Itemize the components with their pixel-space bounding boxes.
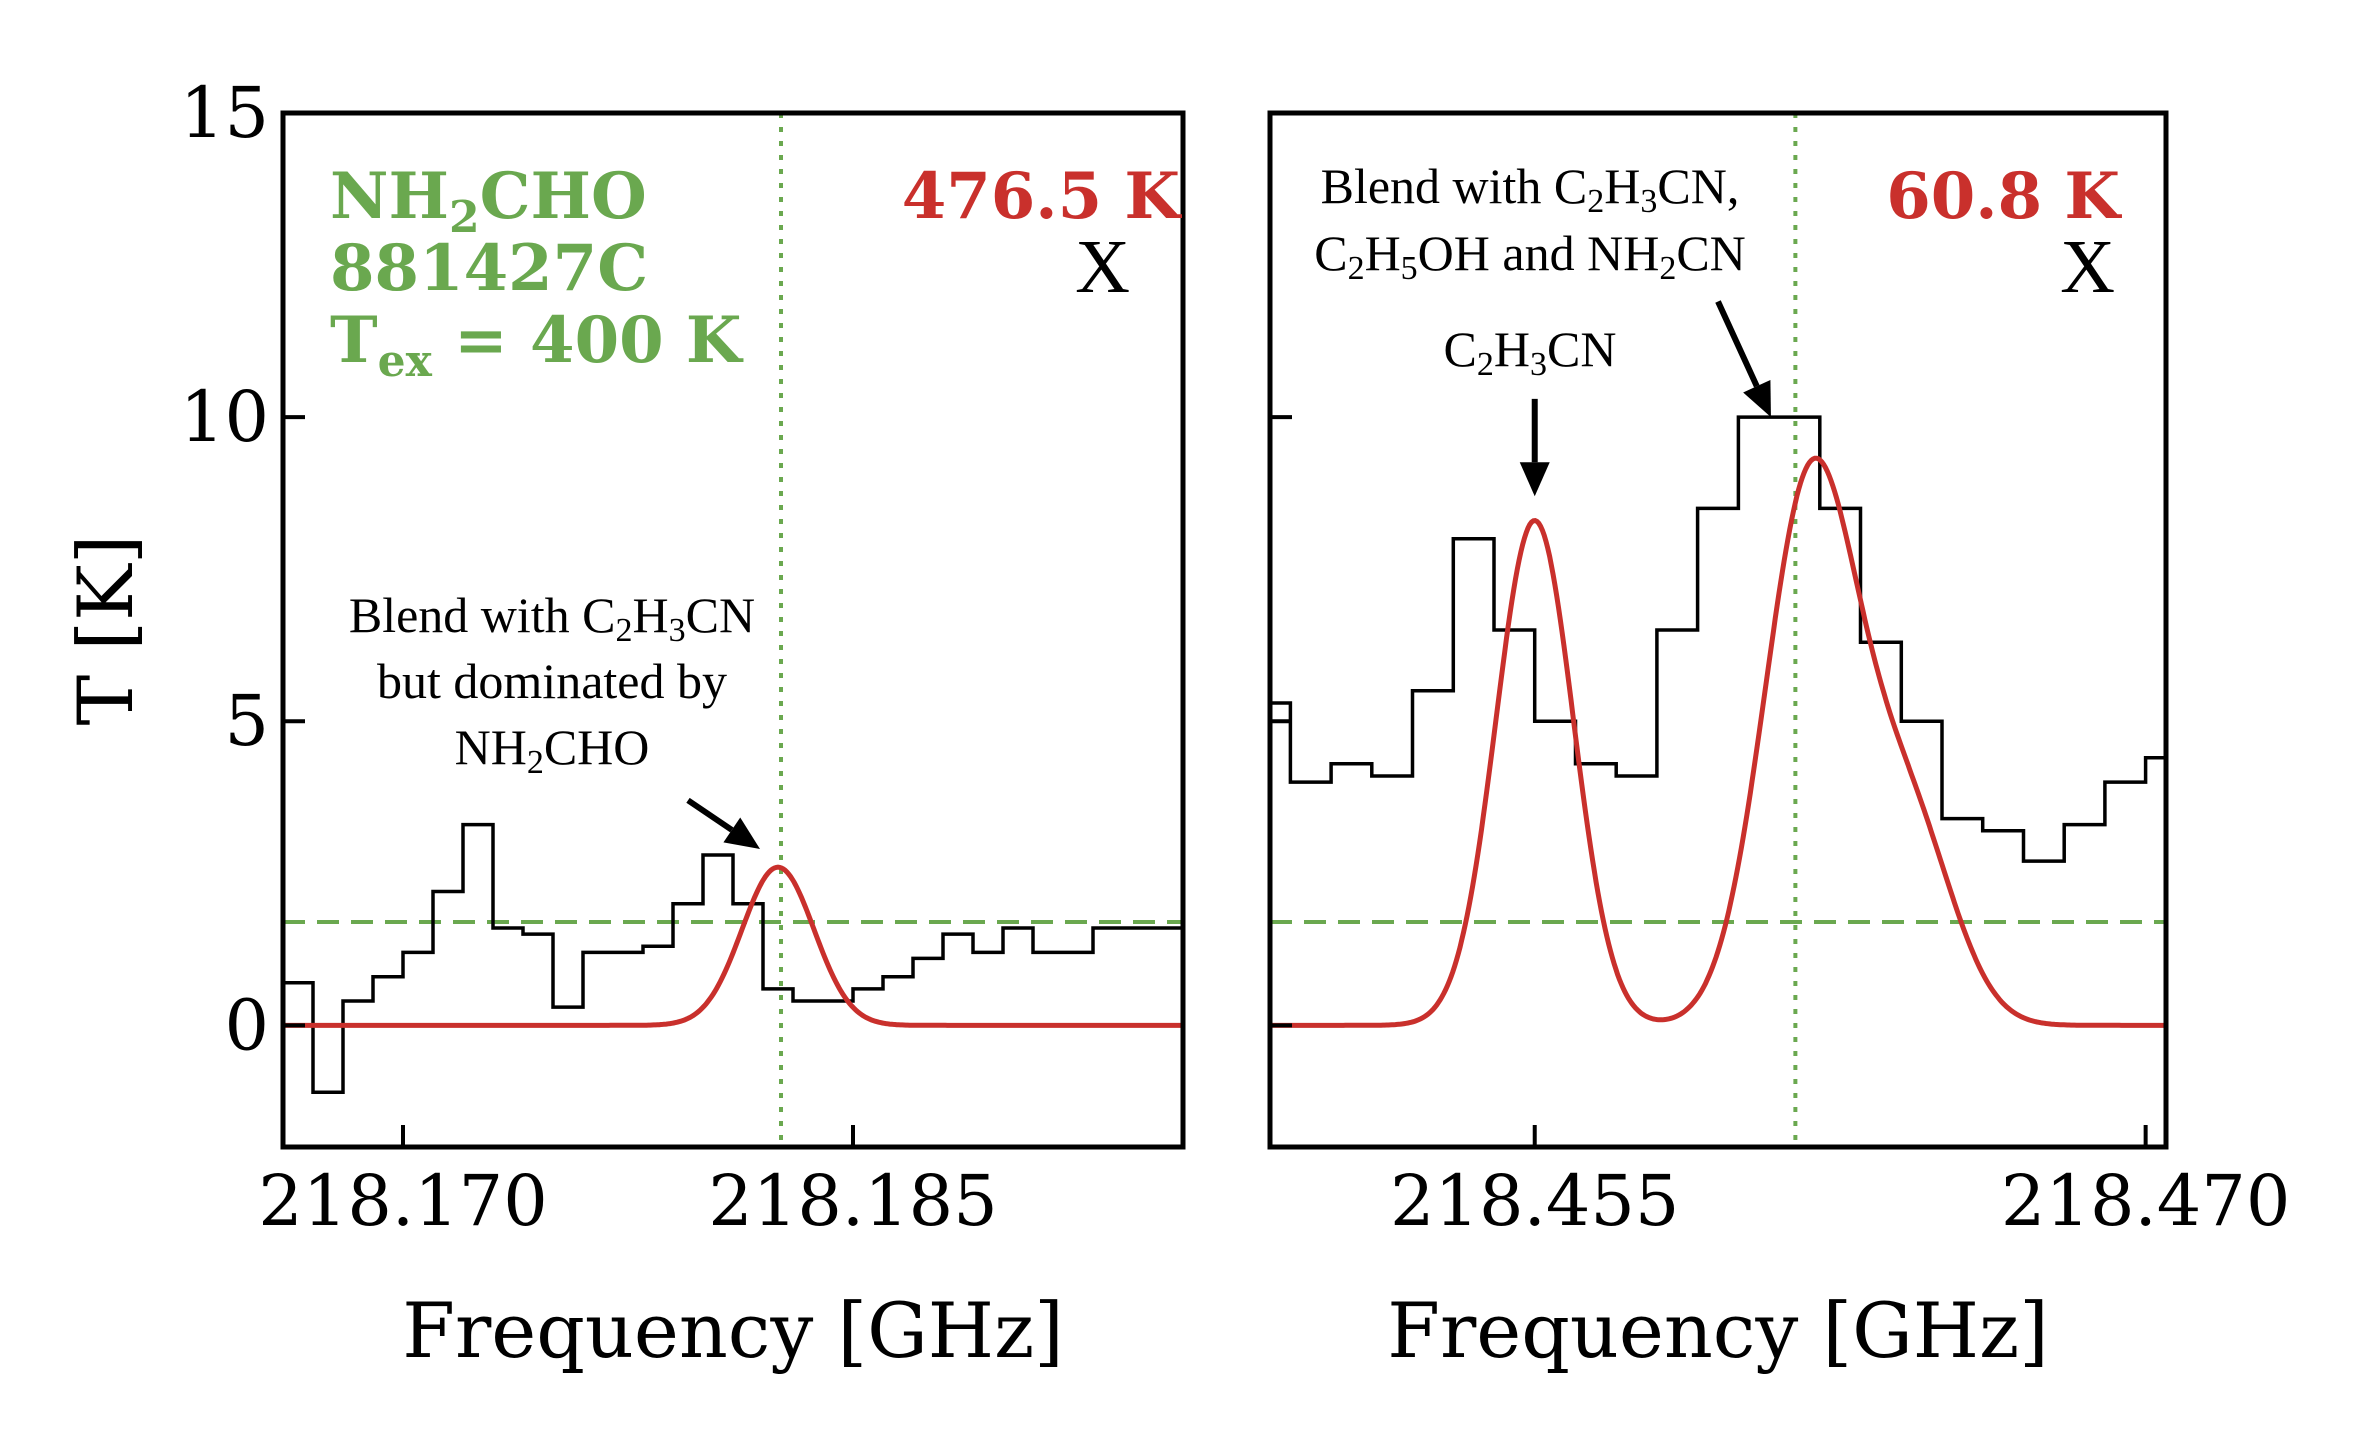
right-x-tick-label: 218.455 xyxy=(1390,1160,1679,1242)
source-label: 881427C xyxy=(330,231,648,306)
left-y-tick-label: 0 xyxy=(224,984,269,1066)
right-x-tick-label: 218.470 xyxy=(2001,1160,2290,1242)
right-observed-spectrum xyxy=(1270,415,2166,863)
left-x-tick-label: 218.170 xyxy=(258,1160,547,1242)
left-y-tick-label: 10 xyxy=(180,376,269,458)
left-x-tick-label: 218.185 xyxy=(708,1160,997,1242)
tex-label: Tex = 400 K xyxy=(330,303,744,387)
right-annotation-line-1: Blend with C2H3CN, xyxy=(1321,158,1740,220)
left-annotation: Blend with C2H3CN but dominated by NH2CH… xyxy=(349,587,760,849)
left-y-tick-label: 15 xyxy=(180,72,269,154)
left-annotation-arrow-shaft xyxy=(686,797,734,833)
left-observed-spectrum xyxy=(283,822,1183,1095)
left-annotation-line-3: NH2CHO xyxy=(455,719,650,781)
left-x-axis-title: Frequency [GHz] xyxy=(402,1286,1064,1375)
right-temperature-label: 60.8 K xyxy=(1886,159,2122,234)
right-annotation-line-2: C2H5OH and NH2CN xyxy=(1314,225,1746,287)
right-blend-arrow-shaft xyxy=(1715,300,1760,388)
right-annotation-c2h3cn: C2H3CN xyxy=(1444,321,1617,497)
left-temperature-label: 476.5 K xyxy=(902,159,1183,234)
right-annotation-c2h3cn-label: C2H3CN xyxy=(1444,321,1617,383)
right-x-axis-title: Frequency [GHz] xyxy=(1387,1286,2049,1375)
right-x-mark: X xyxy=(2060,225,2115,309)
right-c2h3cn-arrow-head xyxy=(1519,462,1550,497)
left-x-mark: X xyxy=(1075,225,1130,309)
right-plot-frame xyxy=(1267,110,2169,1150)
left-y-tick-label: 5 xyxy=(224,680,269,762)
left-plot-frame xyxy=(280,110,1186,1150)
right-panel: 60.8 K X Blend with C2H3CN, C2H5OH and N… xyxy=(1267,110,2290,1375)
right-blend-arrow-head xyxy=(1743,379,1771,418)
left-panel: NH2CHO 881427C Tex = 400 K 476.5 K X Ble… xyxy=(61,72,1186,1375)
right-model-curve xyxy=(1270,455,2166,1028)
species-label: NH2CHO xyxy=(330,159,647,243)
y-axis-title: T [K] xyxy=(61,535,150,726)
left-annotation-arrow-head xyxy=(723,817,760,849)
left-annotation-line-2: but dominated by xyxy=(377,653,727,709)
left-annotation-line-1: Blend with C2H3CN xyxy=(349,587,755,649)
left-model-curve xyxy=(283,864,1183,1028)
